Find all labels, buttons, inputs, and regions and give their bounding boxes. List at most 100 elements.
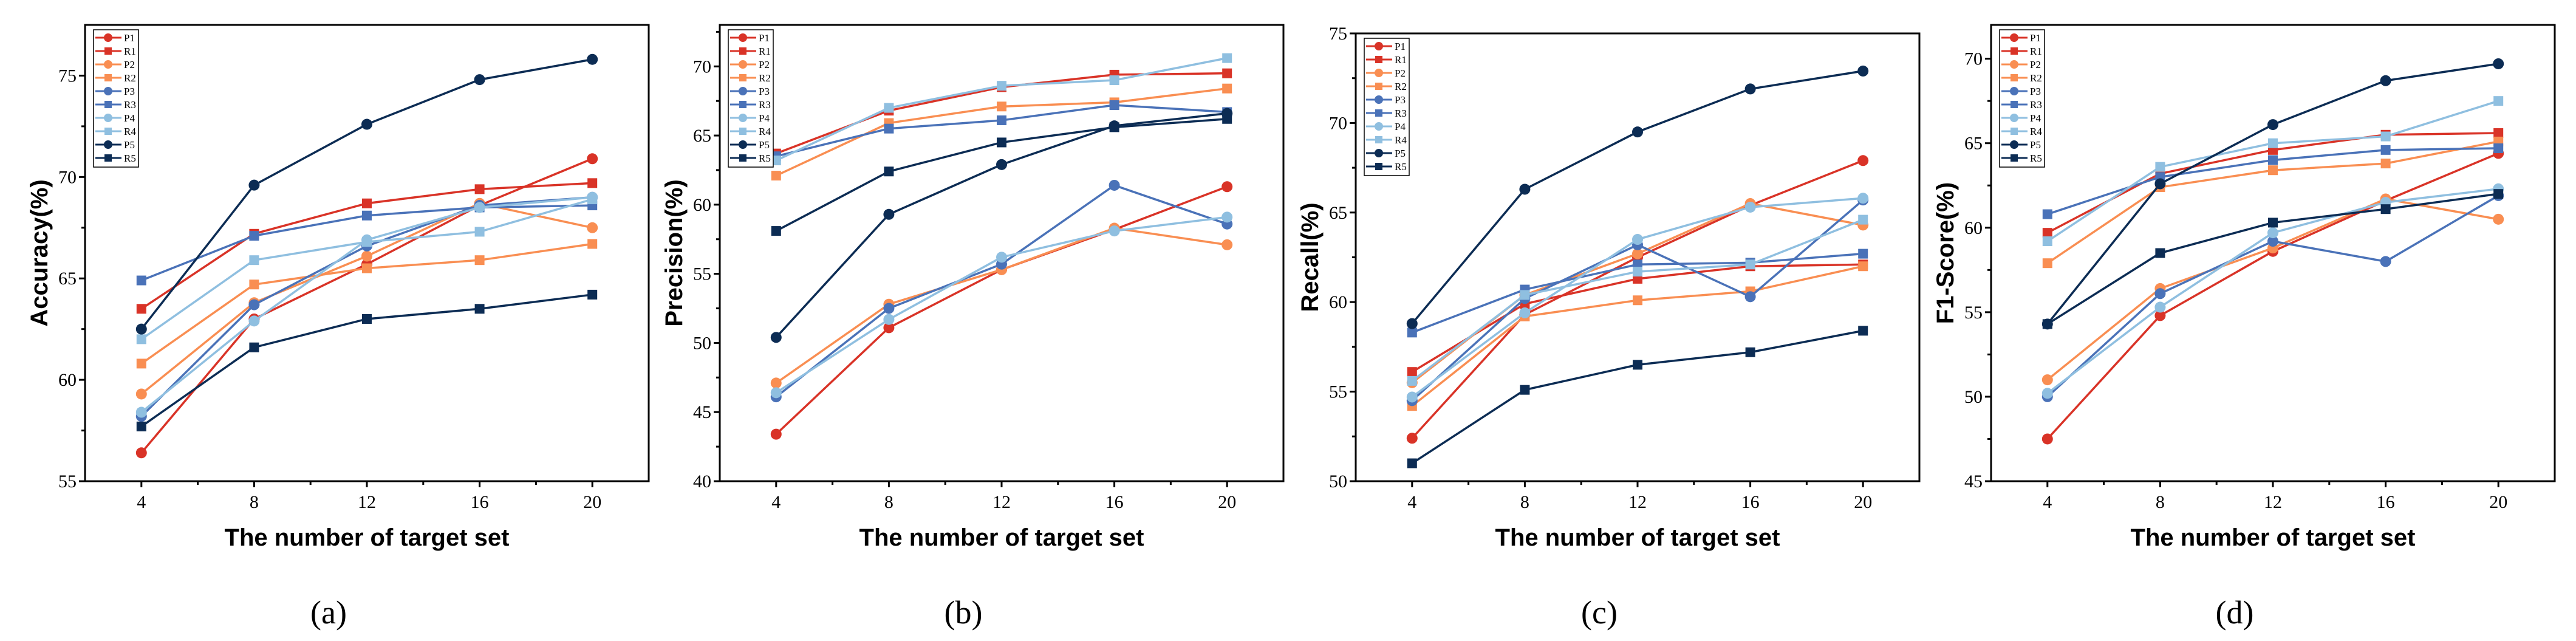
x-tick-label: 16: [2377, 492, 2395, 512]
data-point-r5: [249, 342, 259, 352]
series-line-p5: [140, 58, 593, 330]
y-tick-label: 75: [1329, 24, 1347, 44]
data-point-p4: [2041, 388, 2053, 399]
data-point-r4: [2380, 131, 2391, 142]
series-p4: [2041, 183, 2504, 399]
x-tick-label: 20: [1218, 492, 1236, 512]
data-point-r2: [771, 171, 781, 181]
data-point-r4: [997, 81, 1006, 91]
legend-label: P5: [1395, 148, 1406, 159]
y-tick-label: 70: [693, 57, 711, 77]
series-r3: [1407, 249, 1868, 338]
data-point-r4: [1745, 259, 1755, 270]
data-point-p5: [587, 53, 598, 65]
data-point-r5: [884, 166, 894, 177]
x-axis-title: The number of target set: [1495, 524, 1780, 551]
data-point-p5: [2267, 119, 2278, 131]
data-point-p5: [248, 179, 260, 191]
legend-square-marker-icon: [2011, 47, 2018, 55]
data-point-p5: [1632, 126, 1643, 138]
x-tick-label: 4: [1407, 492, 1416, 512]
data-point-p3: [2380, 256, 2391, 267]
legend-circle-marker-icon: [104, 140, 112, 149]
data-point-r3: [1407, 327, 1417, 338]
legend-square-marker-icon: [1375, 109, 1382, 117]
data-point-r3: [2380, 145, 2391, 155]
legend-square-marker-icon: [1375, 83, 1382, 90]
series-p5: [1406, 65, 1869, 329]
data-point-p2: [1632, 248, 1643, 259]
data-point-r3: [2493, 143, 2504, 154]
series-r4: [1407, 214, 1868, 386]
data-point-p3: [1744, 291, 1756, 303]
legend-square-marker-icon: [2011, 101, 2018, 108]
legend-label: R4: [2030, 126, 2042, 137]
data-point-r3: [884, 123, 894, 134]
series-r5: [771, 114, 1232, 236]
data-point-r5: [587, 289, 598, 300]
data-point-r5: [1520, 385, 1530, 395]
x-tick-label: 4: [771, 492, 781, 512]
data-point-r4: [249, 255, 259, 266]
series-p2: [770, 222, 1233, 389]
legend-circle-marker-icon: [2010, 33, 2018, 42]
y-tick-label: 50: [1329, 471, 1347, 492]
legend-label: R5: [1395, 161, 1407, 173]
data-point-r2: [2268, 165, 2278, 176]
series-p4: [135, 191, 598, 418]
data-point-p2: [2041, 374, 2053, 386]
data-point-r4: [1633, 267, 1642, 277]
legend-label: R3: [759, 99, 771, 111]
y-tick-label: 70: [58, 167, 77, 187]
data-point-r4: [1407, 375, 1417, 386]
y-tick-label: 60: [693, 195, 711, 215]
legend-circle-marker-icon: [2010, 60, 2018, 69]
y-axis-title: F1-Score(%): [1932, 182, 1959, 324]
data-point-r5: [2155, 248, 2165, 258]
legend-circle-marker-icon: [104, 33, 112, 42]
x-tick-label: 16: [1105, 492, 1124, 512]
data-point-r4: [771, 156, 781, 166]
series-p3: [770, 179, 1233, 403]
legend-label: R5: [124, 153, 136, 164]
series-p3: [2041, 190, 2504, 402]
y-axis-title: Accuracy(%): [26, 179, 53, 326]
series-line-r5: [1411, 329, 1864, 464]
x-tick-label: 12: [1628, 492, 1647, 512]
legend-square-marker-icon: [2011, 74, 2018, 81]
data-point-r2: [997, 101, 1006, 112]
series-r5: [2042, 189, 2504, 329]
series-line-r2: [1411, 265, 1864, 407]
series-line-p3: [775, 184, 1228, 398]
data-point-p4: [1406, 391, 1418, 403]
legend-square-marker-icon: [104, 101, 112, 108]
series-p2: [2041, 193, 2504, 386]
data-point-p4: [996, 252, 1007, 263]
data-point-r2: [2380, 159, 2391, 169]
y-tick-label: 50: [1964, 387, 1983, 407]
legend-label: P4: [2030, 112, 2041, 124]
data-point-r5: [136, 421, 146, 431]
legend-circle-marker-icon: [1375, 149, 1383, 157]
legend-label: P1: [1395, 41, 1406, 52]
y-tick-label: 65: [693, 126, 711, 146]
series-r4: [136, 194, 598, 344]
legend-square-marker-icon: [739, 154, 746, 162]
legend-circle-marker-icon: [104, 87, 112, 95]
y-tick-label: 55: [1964, 303, 1983, 323]
y-tick-label: 70: [1329, 113, 1347, 133]
data-point-p3: [2267, 236, 2278, 247]
data-point-p4: [1857, 193, 1869, 204]
data-point-p2: [135, 388, 147, 400]
legend-label: P3: [1395, 94, 1406, 106]
data-point-p4: [770, 387, 782, 399]
legend-label: R2: [759, 72, 771, 84]
legend-square-marker-icon: [739, 128, 746, 135]
legend-label: R1: [2030, 46, 2042, 57]
y-tick-label: 45: [1964, 471, 1983, 492]
legend-label: P1: [759, 32, 770, 44]
data-point-r3: [1109, 100, 1119, 110]
